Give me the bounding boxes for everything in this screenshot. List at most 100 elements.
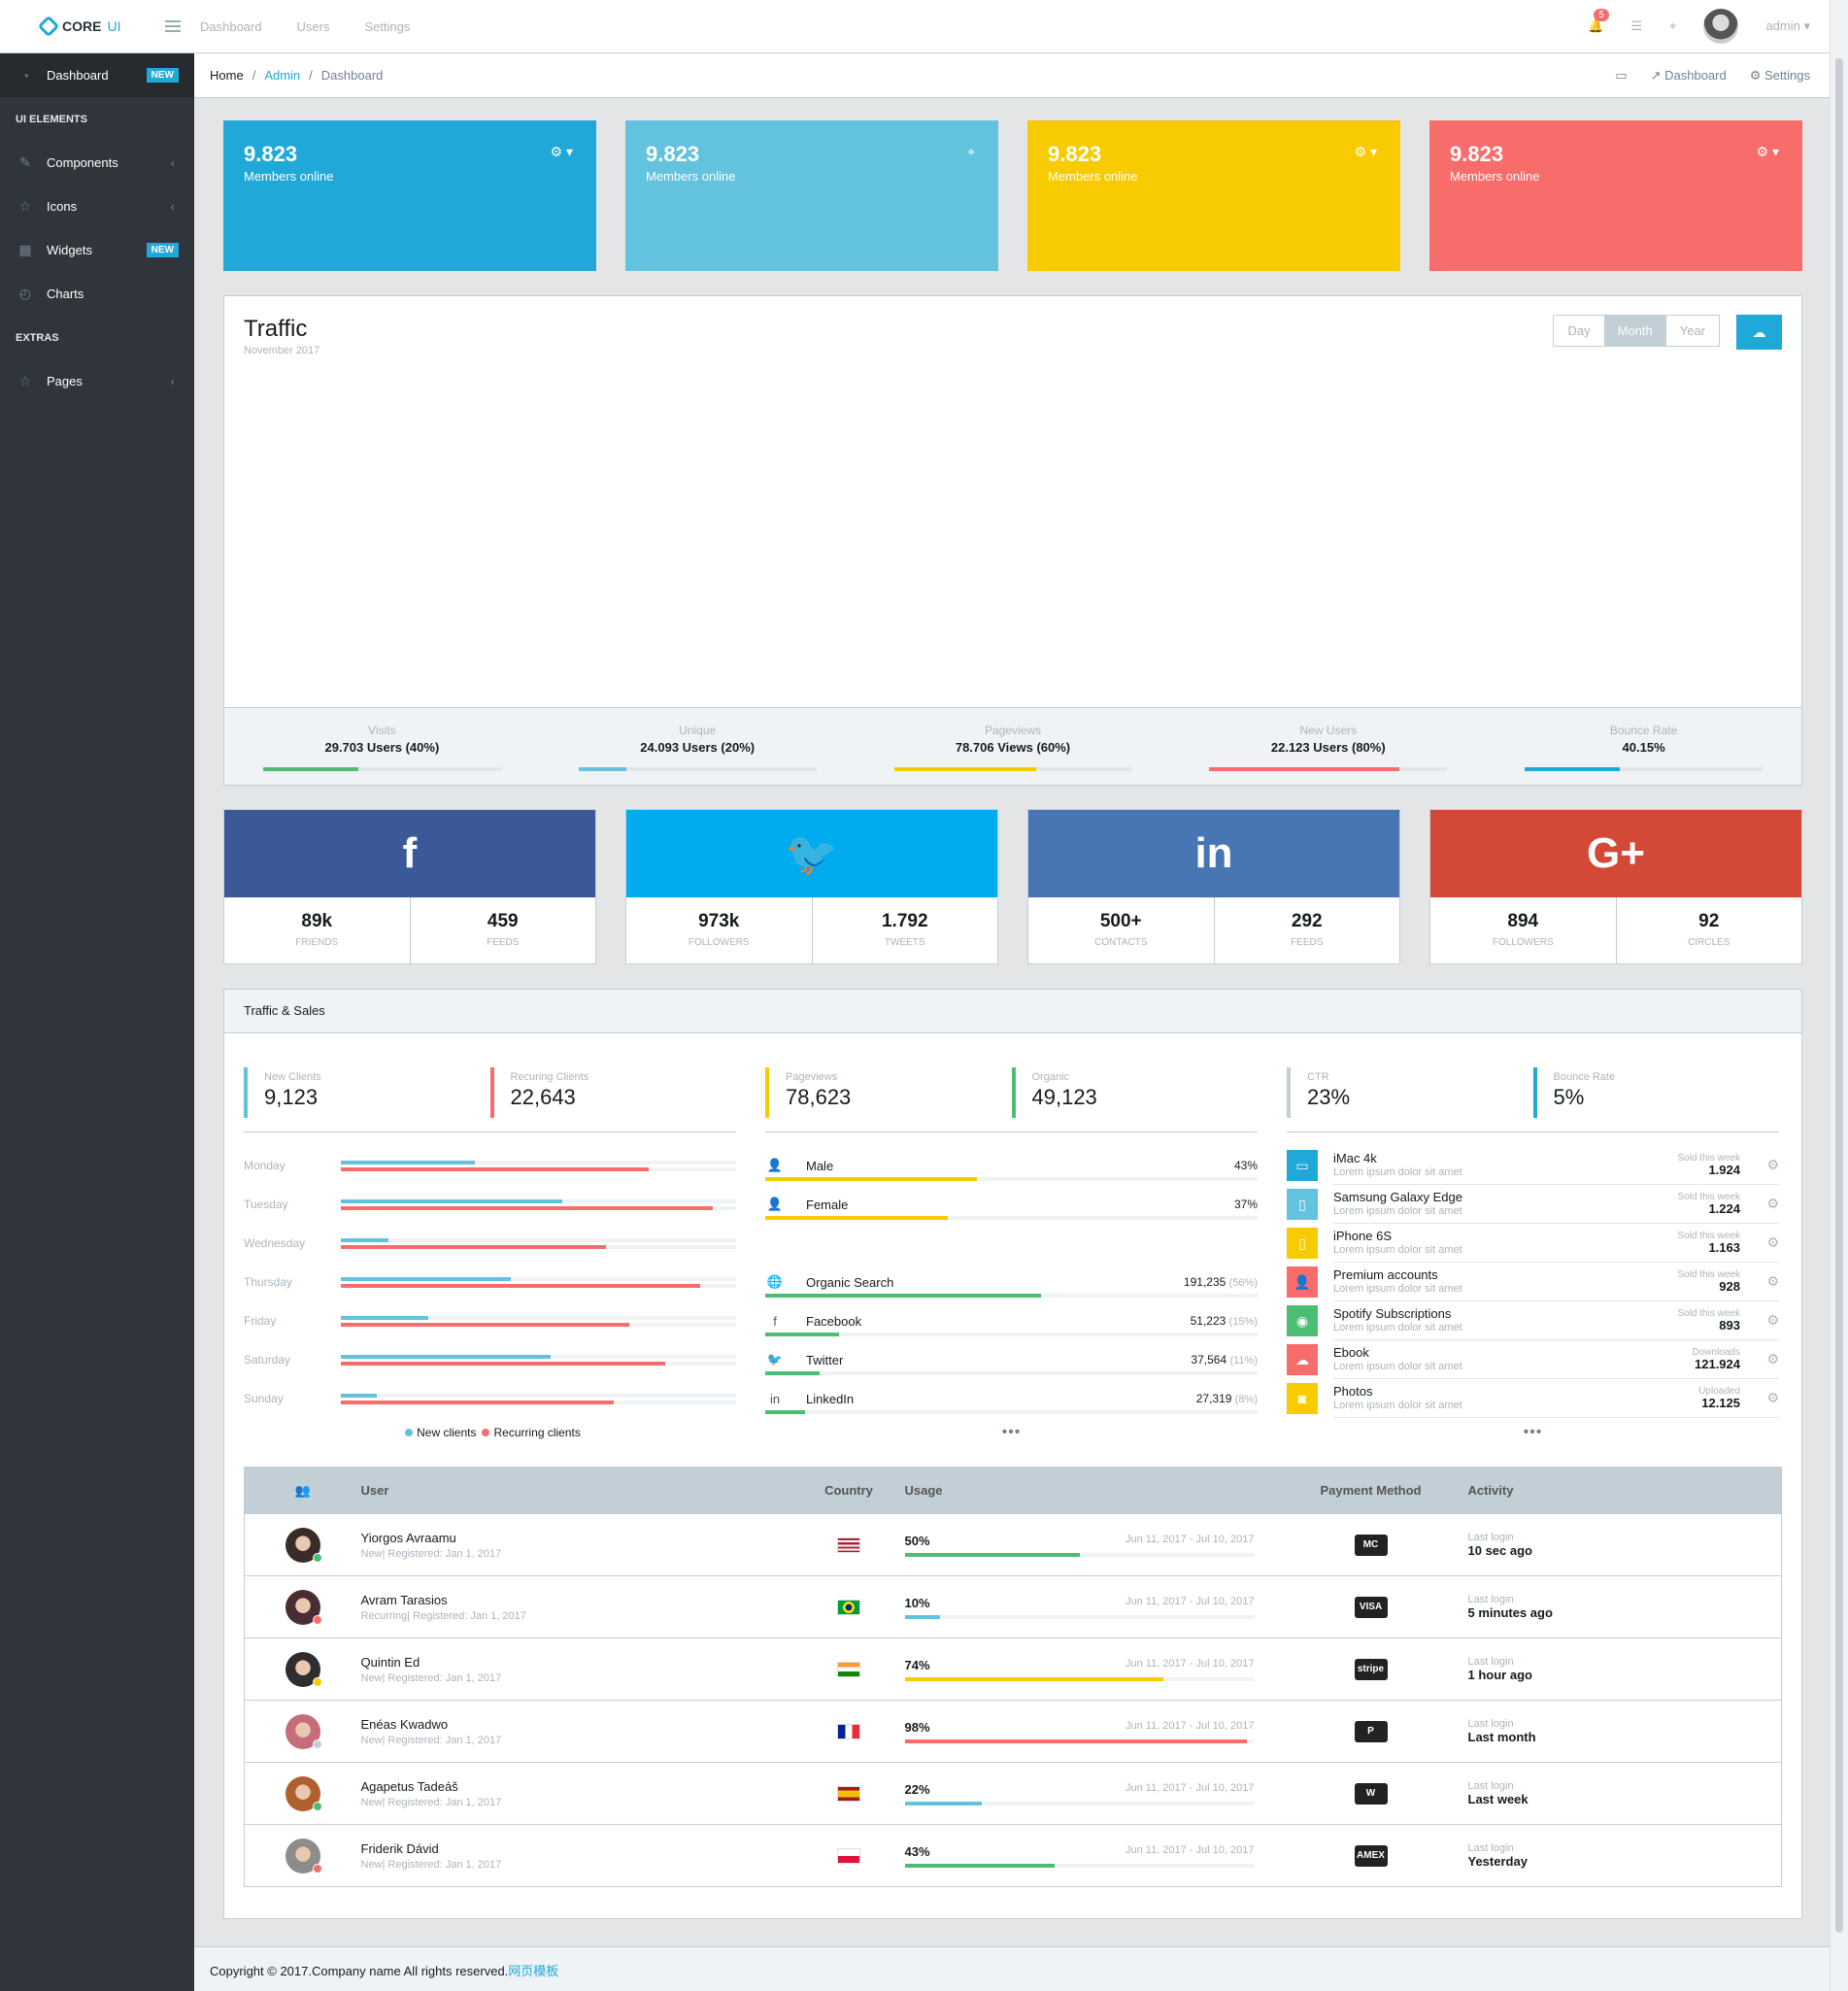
clients-column: New Clients 9,123 Recuring Clients 22,643 M… bbox=[244, 1067, 736, 1441]
avatar bbox=[285, 1838, 322, 1873]
gear-icon[interactable]: ⚙ bbox=[1766, 1312, 1779, 1328]
gear-icon[interactable]: ⚙ ▾ bbox=[1354, 144, 1377, 159]
weekday-row: Sunday bbox=[244, 1379, 736, 1418]
location-pin-icon[interactable]: ⌖ bbox=[967, 144, 975, 159]
more-icon[interactable]: ••• bbox=[1523, 1424, 1543, 1440]
product-metric-label: Sold this week bbox=[1677, 1268, 1740, 1280]
new-clients-bar bbox=[341, 1354, 551, 1359]
traffic-title: Traffic bbox=[244, 316, 308, 342]
list-icon[interactable]: ☰ bbox=[1630, 18, 1643, 33]
topnav-users[interactable]: Users bbox=[296, 19, 330, 34]
gear-icon: ⚙ bbox=[1749, 67, 1762, 83]
source-row: f Facebook 51,223 (15%) bbox=[765, 1301, 1258, 1340]
user-avatar[interactable] bbox=[1703, 9, 1739, 44]
stat-value: 9.823 bbox=[1048, 142, 1102, 166]
source-value: 27,319 bbox=[1195, 1392, 1232, 1405]
progress-fill bbox=[1525, 767, 1621, 771]
header-user: User bbox=[360, 1483, 389, 1498]
gear-icon[interactable]: ⚙ ▾ bbox=[550, 144, 573, 159]
kpi-callout: Bounce Rate 5% bbox=[1532, 1067, 1780, 1118]
usage-percent: 74% bbox=[904, 1657, 930, 1672]
stat-label: Members online bbox=[1450, 169, 1540, 184]
traffic-stat-value: 22.123 Users (80%) bbox=[1270, 740, 1386, 755]
scrollbar-thumb[interactable] bbox=[1835, 58, 1843, 1933]
user-menu[interactable]: admin ▾ bbox=[1765, 18, 1810, 33]
social-cards: f 89k friends 459 feeds 🐦 973k followers 1.792 tw… bbox=[223, 809, 1802, 964]
day-button[interactable]: Day bbox=[1567, 323, 1591, 338]
month-button[interactable]: Month bbox=[1603, 316, 1666, 346]
graph-icon: ↗ bbox=[1650, 67, 1662, 83]
gear-icon[interactable]: ⚙ ▾ bbox=[1756, 144, 1779, 159]
bell-icon[interactable]: 🔔 5 bbox=[1588, 9, 1609, 34]
gear-icon[interactable]: ⚙ bbox=[1766, 1351, 1779, 1367]
cloud-download-button[interactable]: ☁ bbox=[1736, 315, 1782, 350]
breadcrumb-settings-link[interactable]: ⚙ Settings bbox=[1749, 67, 1810, 83]
period-toggle: Day Month Year bbox=[1553, 315, 1720, 347]
payment-icon: stripe bbox=[1354, 1658, 1388, 1680]
year-button[interactable]: Year bbox=[1679, 323, 1705, 338]
sidebar-item-components[interactable]: ✎ Components ‹ bbox=[0, 141, 194, 185]
user-name: Quintin Ed bbox=[360, 1654, 420, 1670]
weekday-label: Wednesday bbox=[244, 1236, 306, 1250]
gender-label: Male bbox=[806, 1158, 834, 1173]
product-value: 928 bbox=[1719, 1278, 1740, 1294]
stat-cards: 9.823 Members online ⚙ ▾ 9.823 Members onlin… bbox=[223, 120, 1802, 271]
kpi-value: 22,643 bbox=[510, 1085, 576, 1109]
sidebar-item-charts[interactable]: ◴ Charts bbox=[18, 286, 84, 301]
sidebar-item-icons[interactable]: ☆ Icons ‹ bbox=[18, 198, 175, 214]
source-label: LinkedIn bbox=[806, 1391, 855, 1406]
product-metric-label: Downloads bbox=[1692, 1346, 1740, 1358]
product-metric-label: Sold this week bbox=[1677, 1152, 1740, 1164]
gear-icon[interactable]: ⚙ bbox=[1766, 1196, 1779, 1211]
activity-label: Last login bbox=[1467, 1780, 1514, 1792]
progress-bar bbox=[1525, 767, 1763, 771]
stat-label: Members online bbox=[1048, 169, 1138, 184]
weekday-row: Wednesday bbox=[244, 1224, 736, 1263]
product-desc: Lorem ipsum dolor sit amet bbox=[1333, 1165, 1462, 1178]
brand-logo[interactable]: CORE UI bbox=[0, 0, 194, 53]
gear-icon[interactable]: ⚙ bbox=[1766, 1157, 1779, 1172]
location-pin-icon[interactable]: ⌖ bbox=[1669, 18, 1677, 33]
footer-link[interactable]: 网页模板 bbox=[508, 1964, 559, 1978]
gear-icon[interactable]: ⚙ bbox=[1766, 1234, 1779, 1250]
sidebar-item-dashboard[interactable]: ◔ Dashboard NEW bbox=[0, 53, 194, 97]
source-label: Facebook bbox=[806, 1313, 862, 1329]
breadcrumb-dashboard-link[interactable]: ↗ Dashboard bbox=[1650, 67, 1727, 83]
camera-icon: ◙ bbox=[1287, 1383, 1318, 1414]
sidebar-item-widgets[interactable]: ▦ Widgets NEW bbox=[0, 228, 194, 272]
product-desc: Lorem ipsum dolor sit amet bbox=[1333, 1204, 1462, 1217]
breadcrumb-admin[interactable]: Admin bbox=[264, 68, 301, 83]
topnav-settings[interactable]: Settings bbox=[364, 19, 411, 34]
sources-list: 🌐 Organic Search 191,235 (56%) f Facebook 51,… bbox=[765, 1263, 1258, 1418]
product-desc: Lorem ipsum dolor sit amet bbox=[1333, 1243, 1462, 1256]
speedometer-icon: ◔ bbox=[20, 67, 30, 84]
scrollbar[interactable] bbox=[1830, 0, 1848, 1991]
sidebar-item-pages[interactable]: ☆ Pages ‹ bbox=[18, 373, 175, 388]
more-icon[interactable]: ••• bbox=[1001, 1424, 1022, 1440]
social-label: contacts bbox=[1094, 937, 1148, 948]
usage-bar bbox=[904, 1614, 940, 1619]
breadcrumb-home[interactable]: Home bbox=[210, 68, 244, 83]
social-count: 292 bbox=[1291, 911, 1323, 931]
chart-legend: New clients Recurring clients bbox=[244, 1426, 736, 1439]
avatar bbox=[285, 1589, 322, 1625]
flag-icon bbox=[837, 1599, 860, 1615]
topnav-dashboard[interactable]: Dashboard bbox=[200, 19, 262, 34]
payment-icon: VISA bbox=[1354, 1596, 1388, 1618]
social-card: G+ 894 followers 92 circles bbox=[1429, 809, 1802, 964]
speech-icon[interactable]: ▭ bbox=[1615, 67, 1628, 83]
user-icon: 👤 bbox=[766, 1197, 784, 1211]
weekday-label: Saturday bbox=[244, 1353, 291, 1367]
social-count: 500+ bbox=[1099, 911, 1142, 931]
header-payment: Payment Method bbox=[1320, 1483, 1422, 1498]
users-table: 👥 User Country Usage Payment Method Acti… bbox=[244, 1467, 1782, 1887]
gear-icon[interactable]: ⚙ bbox=[1766, 1273, 1779, 1289]
status-dot bbox=[312, 1738, 322, 1749]
usage-percent: 98% bbox=[904, 1719, 930, 1735]
recurring-clients-bar bbox=[341, 1166, 650, 1171]
sidebar-toggle-icon[interactable] bbox=[165, 20, 181, 32]
gear-icon[interactable]: ⚙ bbox=[1766, 1390, 1779, 1405]
source-percent: (56%) bbox=[1228, 1277, 1258, 1289]
status-dot bbox=[312, 1614, 322, 1625]
new-clients-bar bbox=[341, 1276, 511, 1281]
